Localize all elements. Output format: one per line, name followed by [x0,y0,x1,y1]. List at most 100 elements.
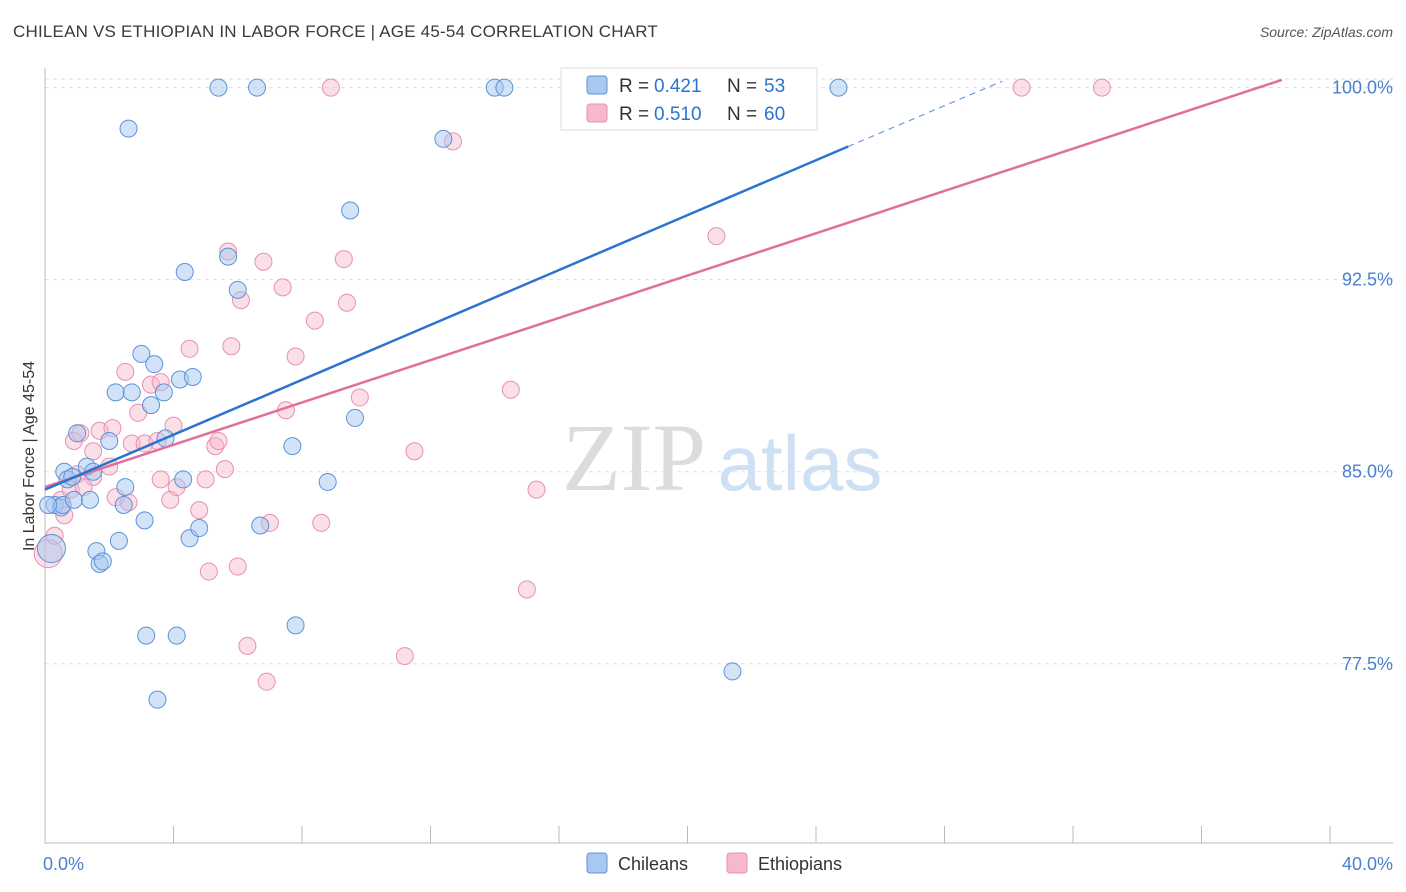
legend-r-value-chileans: 0.421 [654,76,702,97]
chilean-point [36,534,66,564]
chilean-point [318,472,337,491]
ethiopians-trend-line [44,78,1283,489]
chileans-trend-line [44,145,849,491]
chilean-point [209,78,228,97]
y-axis-label: In Labor Force | Age 45-54 [21,361,38,551]
source-label: Source: ZipAtlas.com [1259,24,1393,40]
legend: R = 0.421 N = 53 R = 0.510 N = 60 [560,67,818,131]
ethiopian-point [215,460,234,479]
ethiopian-point [334,250,353,269]
chilean-point [116,478,135,497]
bottom-legend-swatch-ethiopians [726,852,748,874]
chilean-point [132,344,151,363]
bottom-legend-label-ethiopians: Ethiopians [758,854,842,874]
ethiopian-point [405,442,424,461]
chilean-point [175,262,194,281]
y-tick-label: 100.0% [1332,78,1393,98]
chilean-point [80,490,99,509]
y-tick-label: 92.5% [1342,270,1393,290]
chilean-point [154,383,173,402]
legend-n-label-ethiopians: N = [727,104,757,125]
chilean-point [119,119,138,138]
x-tick-labels: 0.0% 40.0% [43,854,1393,874]
chilean-point [122,383,141,402]
chilean-point [723,662,742,681]
chilean-point [167,626,186,645]
chilean-point [174,470,193,489]
legend-n-label-chileans: N = [727,76,757,97]
ethiopian-point [517,580,536,599]
ethiopian-point [222,337,241,356]
chilean-point [93,552,112,571]
legend-r-label-ethiopians: R = [619,104,649,125]
ethiopian-point [350,388,369,407]
legend-n-value-ethiopians: 60 [764,104,785,125]
ethiopian-point [209,431,228,450]
legend-n-value-chileans: 53 [764,76,785,97]
bottom-legend: Chileans Ethiopians [586,852,842,874]
chilean-point [109,531,128,550]
chilean-point [142,396,161,415]
chilean-point [228,280,247,299]
watermark-zip: ZIP [562,404,706,511]
gridlines [45,78,1393,665]
legend-r-label-chileans: R = [619,76,649,97]
chilean-point [434,129,453,148]
chileans-points [36,78,848,709]
ethiopian-point [286,347,305,366]
axes [44,68,1393,844]
chilean-point [283,437,302,456]
bottom-legend-swatch-chileans [586,852,608,874]
chilean-point [68,424,87,443]
ethiopian-point [254,252,273,271]
watermark-atlas: atlas [718,419,883,507]
chilean-point [341,201,360,220]
ethiopian-point [395,647,414,666]
chilean-point [829,78,848,97]
bottom-legend-label-chileans: Chileans [618,854,688,874]
y-tick-labels: 77.5% 85.0% 92.5% 100.0% [1332,78,1393,674]
ethiopian-point [190,501,209,520]
y-tick-label: 85.0% [1342,462,1393,482]
chilean-point [148,690,167,709]
x-tick-label: 0.0% [43,854,84,874]
watermark: ZIP atlas [562,404,882,511]
chilean-point [100,431,119,450]
ethiopian-point [1012,78,1031,97]
ethiopian-point [116,362,135,381]
trend-lines [44,78,1283,491]
legend-r-value-ethiopians: 0.510 [654,104,702,125]
ethiopian-point [321,78,340,97]
ethiopian-point [206,437,225,456]
ethiopian-point [273,278,292,297]
legend-swatch-chileans [586,75,608,95]
ethiopian-point [199,562,218,581]
ethiopian-point [305,311,324,330]
y-tick-label: 77.5% [1342,654,1393,674]
chilean-point [64,490,83,509]
ethiopian-point [238,636,257,655]
ethiopian-point [228,557,247,576]
chilean-point [251,516,270,535]
chilean-point [39,495,58,514]
ethiopian-point [501,380,520,399]
chilean-point [346,408,365,427]
ethiopian-point [180,339,199,358]
chilean-point [114,495,133,514]
chilean-point [495,78,514,97]
ethiopian-point [527,480,546,499]
ethiopian-point [1092,78,1111,97]
chilean-point [190,519,209,538]
chileans-trend-extension [847,80,1003,148]
chilean-point [219,247,238,266]
chilean-point [106,383,125,402]
ethiopian-point [151,470,170,489]
chilean-point [248,78,267,97]
legend-swatch-ethiopians [586,103,608,123]
ethiopian-point [84,442,103,461]
chilean-point [183,367,202,386]
chilean-point [135,511,154,530]
ethiopian-point [707,227,726,246]
chilean-point [286,616,305,635]
